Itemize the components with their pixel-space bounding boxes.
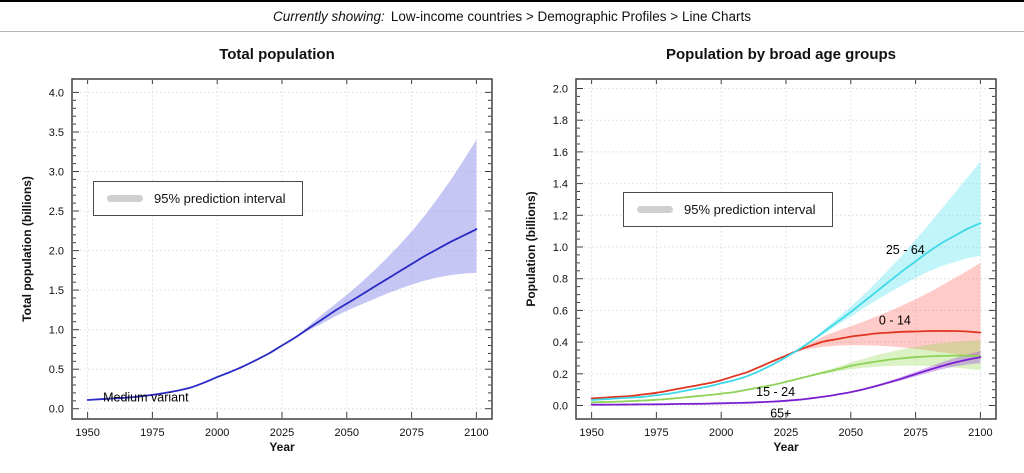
svg-text:1975: 1975 — [140, 427, 164, 439]
svg-text:1.0: 1.0 — [49, 325, 64, 337]
prediction-interval-legend: 95% prediction interval — [93, 181, 303, 216]
svg-text:2000: 2000 — [709, 427, 733, 439]
svg-text:2.0: 2.0 — [49, 246, 64, 258]
legend-label: 95% prediction interval — [154, 191, 286, 206]
prediction-interval-swatch-icon — [107, 195, 143, 202]
svg-text:2050: 2050 — [335, 427, 359, 439]
breadcrumb-path: Low-income countries > Demographic Profi… — [390, 9, 751, 24]
svg-text:0.4: 0.4 — [553, 337, 568, 349]
svg-text:1975: 1975 — [644, 427, 668, 439]
svg-text:2.0: 2.0 — [553, 84, 568, 96]
svg-text:0.0: 0.0 — [553, 401, 568, 413]
svg-text:1.8: 1.8 — [553, 115, 568, 127]
svg-text:Medium variant: Medium variant — [103, 390, 189, 404]
svg-text:2100: 2100 — [464, 427, 488, 439]
svg-text:0.2: 0.2 — [553, 369, 568, 381]
svg-text:3.0: 3.0 — [49, 167, 64, 179]
svg-text:2075: 2075 — [903, 427, 927, 439]
svg-text:2075: 2075 — [399, 427, 423, 439]
svg-text:2100: 2100 — [968, 427, 992, 439]
svg-text:0.8: 0.8 — [553, 274, 568, 286]
svg-text:1.5: 1.5 — [49, 285, 64, 297]
svg-text:65+: 65+ — [770, 407, 791, 421]
svg-text:25 - 64: 25 - 64 — [886, 243, 925, 257]
prediction-interval-swatch-icon — [637, 206, 673, 213]
svg-text:0.6: 0.6 — [553, 305, 568, 317]
svg-text:Year: Year — [773, 440, 799, 454]
legend-label: 95% prediction interval — [684, 202, 816, 217]
svg-text:1.6: 1.6 — [553, 147, 568, 159]
svg-text:0 - 14: 0 - 14 — [879, 314, 911, 328]
age-groups-plot[interactable]: 0.0 0.2 0.4 0.6 0.8 1.0 1.2 1.4 1.6 1.8 2.0 1950 197… — [522, 63, 1010, 455]
svg-text:1950: 1950 — [75, 427, 99, 439]
svg-text:4.0: 4.0 — [49, 87, 64, 99]
chart-title-age-groups: Population by broad age groups — [665, 46, 896, 63]
svg-text:3.5: 3.5 — [49, 127, 64, 139]
age-groups-chart-card: Population by broad age groups 0.0 0.2 0.4… — [522, 44, 1010, 455]
total-population-plot[interactable]: 0.0 0.5 1.0 1.5 2.0 2.5 3.0 3.5 4.0 1950 1975 2000 2… — [18, 63, 506, 455]
svg-text:15 - 24: 15 - 24 — [756, 385, 795, 399]
charts-container: Total population 0.0 0.5 1.0 1.5 2.0 2.5 3.0 3.… — [0, 32, 1024, 455]
svg-text:1.0: 1.0 — [553, 242, 568, 254]
svg-text:Year: Year — [269, 440, 295, 454]
svg-text:2000: 2000 — [205, 427, 229, 439]
svg-text:1.4: 1.4 — [553, 179, 568, 191]
breadcrumb: Currently showing: Low-income countries … — [0, 0, 1024, 32]
svg-text:2025: 2025 — [270, 427, 294, 439]
svg-text:1950: 1950 — [579, 427, 603, 439]
svg-text:0.0: 0.0 — [49, 404, 64, 416]
chart-title-total-population: Total population — [219, 46, 335, 63]
currently-showing-label: Currently showing: — [273, 9, 385, 24]
svg-text:2.5: 2.5 — [49, 206, 64, 218]
svg-text:Population (billions): Population (billions) — [524, 191, 538, 306]
svg-text:Total population (billions): Total population (billions) — [20, 176, 34, 322]
svg-text:1.2: 1.2 — [553, 210, 568, 222]
svg-text:0.5: 0.5 — [49, 364, 64, 376]
svg-text:2025: 2025 — [774, 427, 798, 439]
prediction-interval-legend: 95% prediction interval — [623, 192, 833, 227]
svg-text:2050: 2050 — [839, 427, 863, 439]
total-population-chart-card: Total population 0.0 0.5 1.0 1.5 2.0 2.5 3.0 3.… — [18, 44, 506, 455]
